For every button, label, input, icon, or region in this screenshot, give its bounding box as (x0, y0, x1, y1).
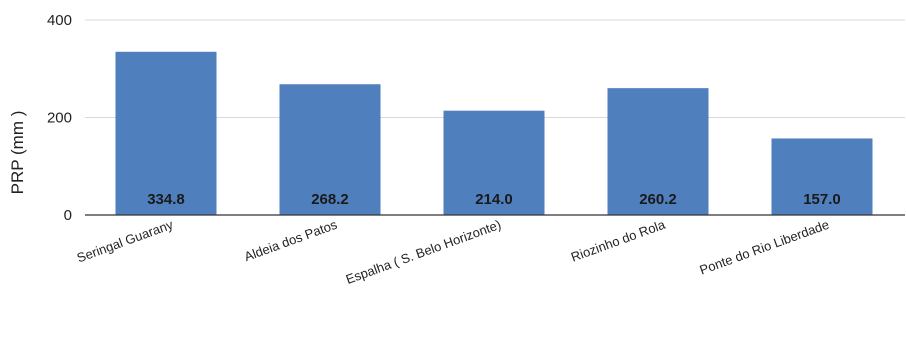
data-label: 268.2 (311, 191, 349, 208)
data-label: 260.2 (639, 191, 677, 208)
bars (115, 51, 873, 215)
y-axis-ticks: 0 200 400 (47, 12, 72, 224)
data-label: 214.0 (475, 191, 513, 208)
x-tick-label: Espalha ( S. Belo Horizonte) (344, 217, 503, 287)
bar (607, 88, 709, 215)
y-tick-label: 400 (47, 12, 72, 29)
x-tick-label: Seringal Guarany (75, 217, 176, 266)
x-tick-label: Riozinho do Rola (569, 216, 668, 264)
bar (771, 138, 873, 215)
data-label: 334.8 (147, 191, 185, 208)
x-tick-label: Aldeia dos Patos (242, 217, 339, 265)
bar (279, 84, 381, 215)
x-axis-category-labels: Seringal Guarany Aldeia dos Patos Espalha … (75, 216, 831, 286)
bar (115, 51, 217, 215)
data-labels: 334.8 268.2 214.0 260.2 157.0 (147, 191, 841, 208)
y-axis-label: PRP (mm ) (8, 111, 27, 195)
data-label: 157.0 (803, 191, 841, 208)
bar (443, 110, 545, 215)
y-tick-label: 200 (47, 110, 72, 127)
x-tick-label: Ponte do Rio Liberdade (698, 217, 832, 278)
y-tick-label: 0 (64, 207, 72, 224)
